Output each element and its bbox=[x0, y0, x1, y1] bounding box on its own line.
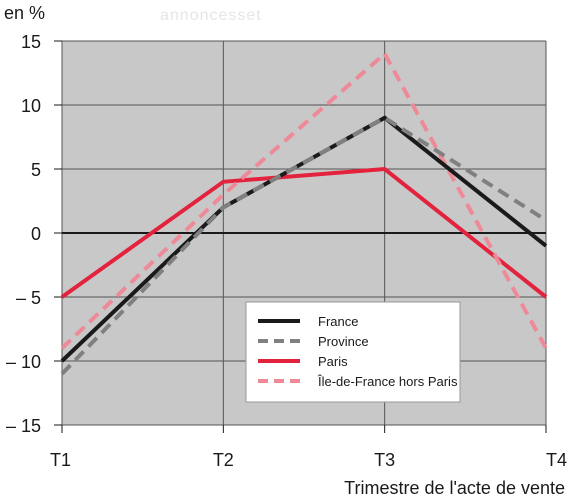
legend-box bbox=[245, 301, 461, 403]
legend-label: Paris bbox=[318, 354, 348, 369]
faded-header: annoncesset bbox=[160, 7, 262, 24]
x-tick-label: T4 bbox=[546, 450, 567, 470]
legend-label: France bbox=[318, 314, 358, 329]
y-tick-label: – 10 bbox=[6, 352, 41, 372]
x-tick-label: T3 bbox=[374, 450, 395, 470]
x-tick-labels: T1 T2 T3 T4 bbox=[50, 425, 567, 470]
y-tick-label: – 5 bbox=[16, 288, 41, 308]
x-tick-label: T2 bbox=[213, 450, 234, 470]
y-tick-label: 5 bbox=[31, 160, 41, 180]
series-line-2 bbox=[60, 166, 548, 299]
y-tick-labels: 15 10 5 0 – 5 – 10 – 15 bbox=[6, 32, 62, 436]
y-tick-label: 10 bbox=[21, 96, 41, 116]
x-axis-label: Trimestre de l'acte de vente bbox=[344, 478, 565, 498]
y-tick-label: 0 bbox=[31, 224, 41, 244]
legend: France Province Paris Île-de-France hors Pa… bbox=[245, 301, 461, 403]
y-axis-label: en % bbox=[4, 3, 45, 23]
y-tick-label: – 15 bbox=[6, 416, 41, 436]
series-line-3 bbox=[60, 50, 548, 350]
x-tick-label: T1 bbox=[50, 450, 71, 470]
y-tick-label: 15 bbox=[21, 32, 41, 52]
legend-label: Province bbox=[318, 334, 369, 349]
legend-label: Île-de-France hors Paris bbox=[317, 374, 458, 389]
series-lines bbox=[60, 50, 548, 376]
series-line-1 bbox=[60, 115, 548, 376]
